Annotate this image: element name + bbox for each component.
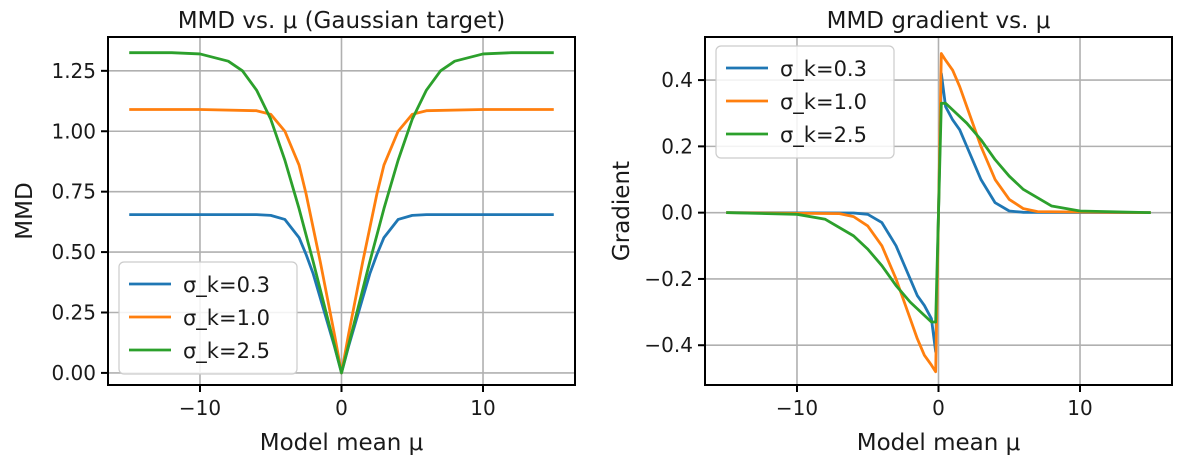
y-tick-label: 0.2 [661, 134, 693, 158]
y-tick-label: −0.2 [644, 267, 693, 291]
legend-label: σ_k=2.5 [183, 339, 270, 364]
x-axis-label: Model mean μ [857, 430, 1021, 456]
legend-box [715, 45, 895, 159]
legend-label: σ_k=1.0 [780, 90, 867, 115]
legend: σ_k=0.3 σ_k=1.0 σ_k=2.5 [118, 261, 298, 375]
x-tick-label: 10 [1067, 396, 1092, 420]
chart-panel-mmd: −10 0 10 0.00 0.25 0.50 0.75 1.00 1.25 MMD vs. μ … [12, 8, 576, 456]
chart-panel-gradient: −10 0 10 −0.4 −0.2 0.0 0.2 0.4 MMD gradient vs. … [609, 8, 1173, 456]
y-tick-label: −0.4 [644, 333, 693, 357]
x-tick-label: −10 [179, 396, 221, 420]
legend-box [118, 261, 298, 375]
y-tick-label: 0.4 [661, 68, 693, 92]
x-tick-label: 10 [470, 396, 495, 420]
y-tick-label: 0.50 [51, 240, 96, 264]
legend-label: σ_k=0.3 [183, 273, 270, 298]
y-tick-label: 1.25 [51, 59, 96, 83]
series-line-3 [129, 51, 554, 375]
legend-label: σ_k=2.5 [780, 123, 867, 148]
y-tick-label: 0.75 [51, 180, 96, 204]
y-tick-label: 0.00 [51, 361, 96, 385]
x-axis-label: Model mean μ [260, 430, 424, 456]
legend-label: σ_k=0.3 [780, 57, 867, 82]
y-axis-label: Gradient [609, 161, 635, 261]
y-axis-label: MMD [12, 182, 38, 239]
y-tick-label: 1.00 [51, 119, 96, 143]
legend: σ_k=0.3 σ_k=1.0 σ_k=2.5 [715, 45, 895, 159]
y-tick-label: 0.0 [661, 201, 693, 225]
x-tick-label: 0 [335, 396, 348, 420]
y-tick-label: 0.25 [51, 301, 96, 325]
x-tick-label: 0 [932, 396, 945, 420]
chart-title: MMD gradient vs. μ [827, 8, 1051, 34]
x-tick-label: −10 [776, 396, 818, 420]
chart-title: MMD vs. μ (Gaussian target) [178, 8, 506, 34]
legend-label: σ_k=1.0 [183, 306, 270, 331]
series-line-3 [726, 101, 1151, 324]
